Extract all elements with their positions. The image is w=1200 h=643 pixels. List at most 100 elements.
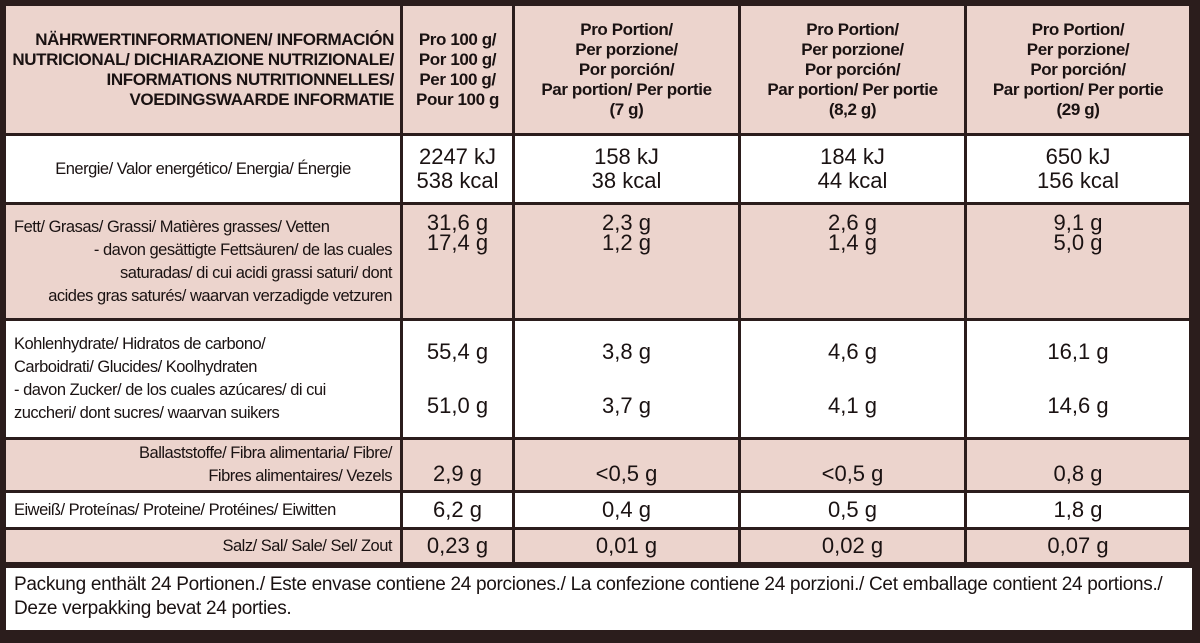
text-line: Por 100 g/ <box>418 49 497 69</box>
value-cell: 2,9 g <box>403 440 512 490</box>
value-cell: 158 kJ 38 kcal <box>515 136 738 202</box>
text-line: Fibres alimentaires/ Vezels <box>208 467 392 485</box>
value-cell: 0,8 g <box>967 440 1189 490</box>
header-column: Pro Portion/Per porzione/Por porción/Par… <box>741 6 964 133</box>
text-line: 158 kJ <box>594 144 659 169</box>
value-cell: 31,6 g 17,4 g <box>403 205 512 318</box>
header-column: Pro Portion/Per porzione/Por porción/Par… <box>967 6 1189 133</box>
text-line: - davon Zucker/ de los cuales azúcares/ … <box>14 381 326 399</box>
text-line: Par portion/ Per portie <box>767 79 938 99</box>
text-line: NUTRICIONAL/ DICHIARAZIONE NUTRIZIONALE/ <box>12 49 394 69</box>
value-cell: 4,6 g 4,1 g <box>741 321 964 437</box>
text-line: 2,6 g <box>828 210 877 235</box>
text-line: Fett/ Grasas/ Grassi/ Matières grasses/ … <box>14 217 330 236</box>
text-line: 2,9 g <box>433 461 482 486</box>
text-line: Pour 100 g <box>416 89 499 109</box>
text-line: saturadas/ di cui acidi grassi saturi/ d… <box>120 263 392 282</box>
text-line: NÄHRWERTINFORMATIONEN/ INFORMACIÓN <box>35 29 394 49</box>
text-line: zuccheri/ dont sucres/ waarvan suikers <box>14 404 280 422</box>
value-cell: 1,8 g <box>967 493 1189 527</box>
text-line: 0,07 g <box>1047 533 1109 558</box>
text-line: 0,23 g <box>426 533 489 558</box>
text-line: 44 kcal <box>817 168 888 193</box>
text-line: Kohlenhydrate/ Hidratos de carbono/ <box>14 335 266 353</box>
value-cell: 55,4 g 51,0 g <box>403 321 512 437</box>
value-cell: 0,23 g <box>403 530 512 562</box>
text-line: 184 kJ <box>820 144 885 169</box>
text-line: Carboidrati/ Glucides/ Koolhydraten <box>14 358 257 376</box>
text-line: 538 kcal <box>416 168 499 193</box>
text-line: Par portion/ Per portie <box>992 79 1164 99</box>
text-line: acides gras saturés/ waarvan verzadigde … <box>48 286 392 305</box>
value-cell: 2,6 g 1,4 g <box>741 205 964 318</box>
value-cell: 6,2 g <box>403 493 512 527</box>
text-line: 650 kJ <box>1045 144 1111 169</box>
text-line: - davon gesättigte Fettsäuren/ de las cu… <box>93 240 393 259</box>
text-line: 31,6 g <box>426 210 489 235</box>
value-cell: <0,5 g <box>515 440 738 490</box>
text-line: Ballaststoffe/ Fibra alimentaria/ Fibre/ <box>139 444 392 462</box>
text-line: 1,2 g <box>602 230 651 255</box>
text-line: Per porzione/ <box>801 39 904 59</box>
value-cell: 0,5 g <box>741 493 964 527</box>
text-line: 9,1 g <box>1053 210 1103 235</box>
text-line: 51,0 g <box>426 393 489 418</box>
text-line: 5,0 g <box>1053 230 1103 255</box>
text-line: Per porzione/ <box>575 39 678 59</box>
text-line: 1,8 g <box>1053 497 1103 522</box>
value-cell: 16,1 g 14,6 g <box>967 321 1189 437</box>
header-label: NÄHRWERTINFORMATIONEN/ INFORMACIÓN NUTRIC… <box>6 6 400 133</box>
text-line: 17,4 g <box>426 230 489 255</box>
text-line: Pro 100 g/ <box>418 29 497 49</box>
text-line: 0,02 g <box>821 533 884 558</box>
text-line: 1,4 g <box>828 230 877 255</box>
row-label: Salz/ Sal/ Sale/ Sel/ Zout <box>6 530 400 562</box>
value-cell: 0,4 g <box>515 493 738 527</box>
text-line: (29 g) <box>1056 99 1100 119</box>
text-line: Por porción/ <box>804 59 901 79</box>
text-line: INFORMATIONS NUTRITIONNELLES/ <box>106 69 395 89</box>
text-line: 0,5 g <box>828 497 877 522</box>
text-line: Energie/ Valor energético/ Energia/ Éner… <box>55 159 351 178</box>
text-line: <0,5 g <box>821 461 884 486</box>
text-line: 14,6 g <box>1047 393 1109 418</box>
text-line: 2247 kJ <box>418 144 497 169</box>
value-cell: 0,02 g <box>741 530 964 562</box>
text-line: (8,2 g) <box>828 99 877 119</box>
value-cell: 0,01 g <box>515 530 738 562</box>
text-line: VOEDINGSWAARDE INFORMATIE <box>129 89 394 109</box>
row-label: Fett/ Grasas/ Grassi/ Matières grasses/ … <box>6 205 400 318</box>
text-line: Por porción/ <box>1030 59 1126 79</box>
text-line: <0,5 g <box>595 461 658 486</box>
text-line: Por porción/ <box>578 59 675 79</box>
text-line: 4,1 g <box>828 393 877 418</box>
text-line: Salz/ Sal/ Sale/ Sel/ Zout <box>222 536 392 555</box>
text-line: (7 g) <box>609 99 644 119</box>
text-line: 2,3 g <box>602 210 651 235</box>
value-cell: 3,8 g 3,7 g <box>515 321 738 437</box>
text-line: 3,8 g <box>602 339 651 364</box>
text-line: 156 kcal <box>1037 168 1119 193</box>
text-line: Par portion/ Per portie <box>541 79 712 99</box>
value-cell: 184 kJ 44 kcal <box>741 136 964 202</box>
text-line: 0,4 g <box>602 497 651 522</box>
row-label: Energie/ Valor energético/ Energia/ Éner… <box>6 136 400 202</box>
value-cell: 2,3 g 1,2 g <box>515 205 738 318</box>
text-line: Pro Portion/ <box>580 19 673 39</box>
value-cell: 9,1 g 5,0 g <box>967 205 1189 318</box>
header-column: Pro Portion/Per porzione/Por porción/Par… <box>515 6 738 133</box>
text-line: Per 100 g/ <box>419 69 496 89</box>
text-line: 16,1 g <box>1047 339 1109 364</box>
row-label: Eiweiß/ Proteínas/ Proteine/ Protéines/ … <box>6 493 400 527</box>
text-line: 0,8 g <box>1053 461 1103 486</box>
text-line: 38 kcal <box>591 168 662 193</box>
value-cell: 0,07 g <box>967 530 1189 562</box>
header-column: Pro 100 g/Por 100 g/Per 100 g/Pour 100 g <box>403 6 512 133</box>
text-line: Pro Portion/ <box>806 19 899 39</box>
text-line: 4,6 g <box>828 339 877 364</box>
text-line: 55,4 g <box>426 339 489 364</box>
row-label: Ballaststoffe/ Fibra alimentaria/ Fibre/… <box>6 440 400 490</box>
footer-note: Packung enthält 24 Portionen./ Este enva… <box>6 568 1192 630</box>
value-cell: 650 kJ 156 kcal <box>967 136 1189 202</box>
